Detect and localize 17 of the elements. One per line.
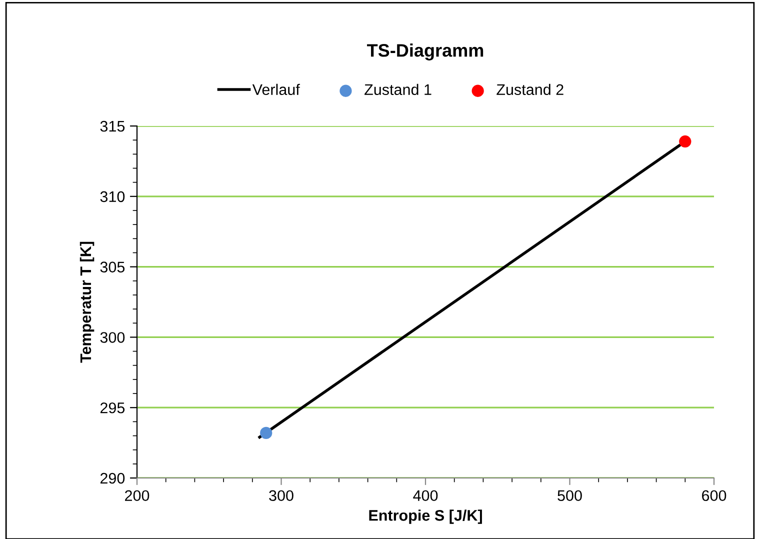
legend-label: Verlauf [252,84,300,96]
y-tick-label: 290 [100,472,125,484]
x-tick-label: 500 [558,490,582,502]
y-tick-label: 300 [100,332,125,343]
x-tick-label: 400 [413,490,438,502]
y-tick-label: 295 [100,402,125,414]
legend-label: Zustand 2 [496,84,564,96]
legend-label: Zustand 1 [364,84,432,96]
x-tick-label: 300 [269,490,294,502]
x-tick-label: 600 [702,490,726,502]
chart-title: TS-Diagramm [367,44,484,60]
x-axis-title: Entropie S [J/K] [369,510,482,524]
y-axis-title: Temperatur T [K] [80,242,94,363]
y-tick-label: 310 [100,191,125,202]
y-tick-label: 305 [100,262,125,272]
y-tick-label: 315 [100,120,125,132]
x-tick-label: 200 [125,490,150,502]
